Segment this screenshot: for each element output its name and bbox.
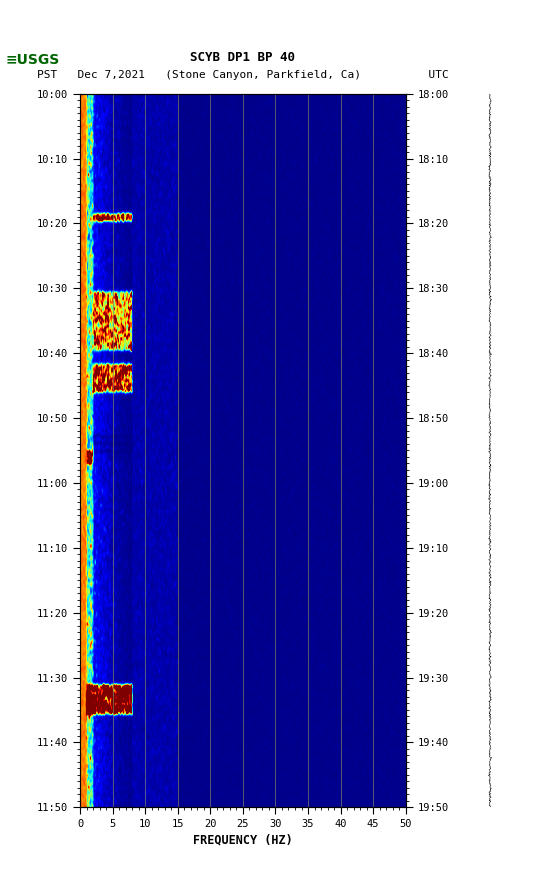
Text: PST   Dec 7,2021   (Stone Canyon, Parkfield, Ca)          UTC: PST Dec 7,2021 (Stone Canyon, Parkfield,…: [37, 70, 449, 80]
Text: SCYB DP1 BP 40: SCYB DP1 BP 40: [190, 52, 295, 64]
Text: ≡USGS: ≡USGS: [6, 54, 60, 67]
X-axis label: FREQUENCY (HZ): FREQUENCY (HZ): [193, 833, 293, 847]
